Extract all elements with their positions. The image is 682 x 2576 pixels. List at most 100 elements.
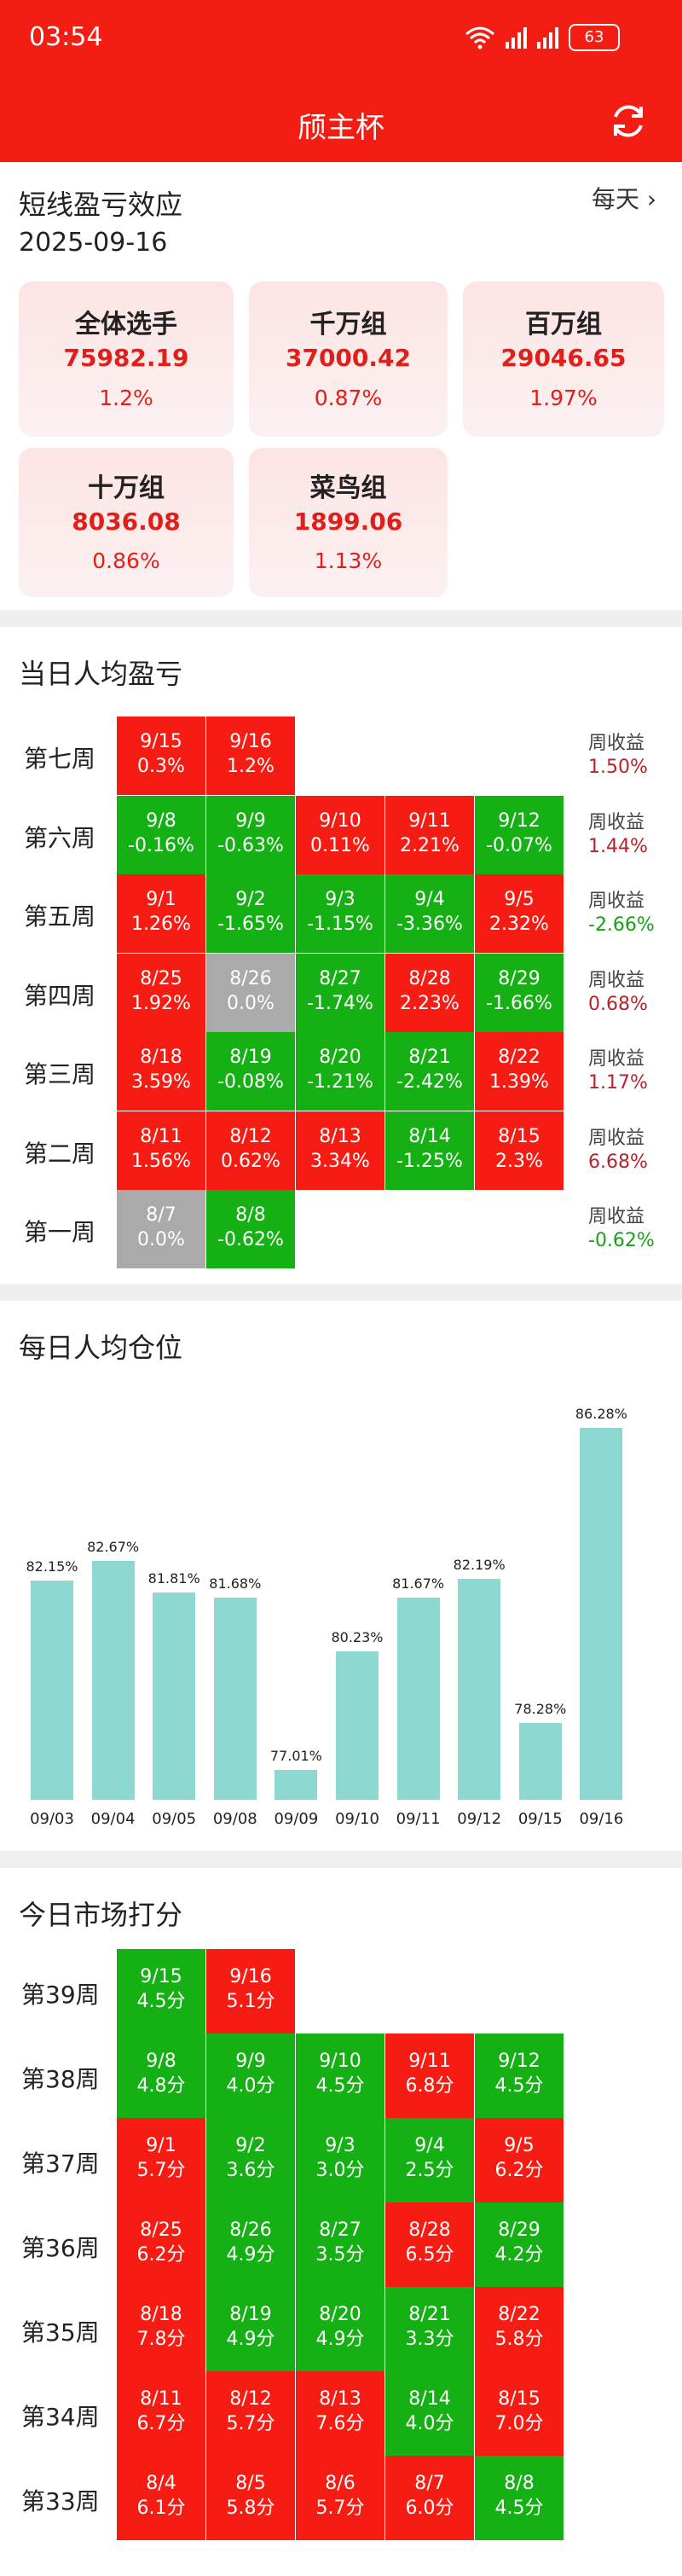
day-cell[interactable]: 8/14 -1.25%: [385, 1111, 474, 1190]
day-cell[interactable]: 8/12 0.62%: [206, 1111, 295, 1190]
score-cell[interactable]: 8/12 5.7分: [206, 2371, 295, 2456]
position-bar[interactable]: [518, 1723, 562, 1800]
day-cell[interactable]: 8/29 -1.66%: [475, 953, 564, 1032]
group-card-rookie[interactable]: 菜鸟组 1899.06 1.13%: [249, 448, 448, 597]
day-cell[interactable]: 8/15 2.3%: [475, 1111, 564, 1190]
score-cell[interactable]: 8/13 7.6分: [296, 2371, 384, 2456]
refresh-icon[interactable]: [607, 100, 650, 142]
day-cell[interactable]: 9/15 0.3%: [117, 717, 205, 795]
daily-pl-card: 当日人均盈亏 第七周 9/15 0.3% 9/16 1.2% 周收益 1.50% 第六周 9/8…: [0, 627, 682, 1284]
score-cell[interactable]: 9/2 3.6分: [206, 2118, 295, 2202]
score-cell[interactable]: 8/19 4.9分: [206, 2287, 295, 2371]
position-bar[interactable]: [31, 1580, 73, 1800]
score-cell[interactable]: 8/18 7.8分: [117, 2287, 205, 2371]
day-cell[interactable]: 9/10 0.11%: [296, 795, 384, 874]
period-selector[interactable]: 每天 ›: [592, 185, 657, 213]
score-cell[interactable]: 9/9 4.0分: [206, 2034, 295, 2118]
position-bar[interactable]: [396, 1598, 440, 1800]
day-cell[interactable]: 9/5 2.32%: [475, 874, 564, 953]
score-cell[interactable]: 9/8 4.8分: [117, 2034, 205, 2118]
day-cell[interactable]: 8/13 3.34%: [296, 1111, 384, 1190]
day-cell[interactable]: 8/22 1.39%: [475, 1032, 564, 1111]
score-cell[interactable]: 9/12 4.5分: [475, 2034, 564, 2118]
score-date: 9/3: [325, 2135, 355, 2156]
day-cell[interactable]: 8/8 -0.62%: [206, 1190, 295, 1268]
day-cell[interactable]: 9/1 1.26%: [117, 874, 205, 953]
score-cell[interactable]: 8/4 6.1分: [117, 2456, 205, 2540]
group-card-1m[interactable]: 百万组 29046.65 1.97%: [463, 281, 664, 437]
day-cell[interactable]: 8/25 1.92%: [117, 953, 205, 1032]
day-cell[interactable]: 9/4 -3.36%: [385, 874, 474, 953]
day-cell[interactable]: 9/11 2.21%: [385, 795, 474, 874]
score-cell[interactable]: 8/15 7.0分: [475, 2371, 564, 2456]
score-cell[interactable]: 8/26 4.9分: [206, 2202, 295, 2287]
score-cell[interactable]: 8/14 4.0分: [385, 2371, 474, 2456]
day-cell[interactable]: 8/21 -2.42%: [385, 1032, 474, 1111]
score-cell[interactable]: 8/5 5.8分: [206, 2456, 295, 2540]
week-label: 第四周: [24, 981, 96, 1010]
day-cell[interactable]: 9/3 -1.15%: [296, 874, 384, 953]
score-cell[interactable]: 8/6 5.7分: [296, 2456, 384, 2540]
position-bar[interactable]: [336, 1651, 379, 1800]
score-value: 4.9分: [226, 2329, 275, 2350]
score-date: 9/15: [140, 1966, 182, 1987]
week-label: 第38周: [21, 2065, 100, 2093]
group-value: 29046.65: [500, 344, 627, 372]
group-card-10m[interactable]: 千万组 37000.42 0.87%: [249, 281, 448, 437]
position-bar[interactable]: [91, 1561, 135, 1800]
score-cell[interactable]: 9/1 5.7分: [117, 2118, 205, 2202]
day-cell[interactable]: 8/20 -1.21%: [296, 1032, 384, 1111]
score-cell[interactable]: 8/25 6.2分: [117, 2202, 205, 2287]
score-cell[interactable]: 9/16 5.1分: [206, 1949, 295, 2034]
score-cell[interactable]: 8/7 6.0分: [385, 2456, 474, 2540]
score-date: 8/22: [498, 2304, 540, 2325]
day-cell[interactable]: 8/28 2.23%: [385, 953, 474, 1032]
score-cell[interactable]: 9/4 2.5分: [385, 2118, 474, 2202]
position-bar[interactable]: [275, 1769, 318, 1800]
day-cell[interactable]: 8/7 0.0%: [117, 1190, 205, 1268]
day-cell[interactable]: 9/16 1.2%: [206, 717, 295, 795]
score-date: 8/4: [146, 2473, 176, 2494]
score-cell[interactable]: 8/8 4.5分: [475, 2456, 564, 2540]
day-date: 8/21: [408, 1047, 451, 1068]
bar-value-label: 86.28%: [575, 1405, 627, 1422]
position-bar[interactable]: [458, 1578, 501, 1800]
week-label: 第34周: [21, 2403, 100, 2431]
day-cell[interactable]: 8/11 1.56%: [117, 1111, 205, 1190]
battery-icon: 63: [569, 24, 620, 51]
market-score-title: 今日市场打分: [19, 1899, 183, 1931]
day-date: 8/11: [140, 1125, 182, 1147]
score-cell[interactable]: 8/27 3.5分: [296, 2202, 384, 2287]
score-cell[interactable]: 8/22 5.8分: [475, 2287, 564, 2371]
group-card-all[interactable]: 全体选手 75982.19 1.2%: [19, 281, 234, 437]
day-cell[interactable]: 9/12 -0.07%: [475, 795, 564, 874]
position-bar[interactable]: [580, 1427, 623, 1800]
day-cell[interactable]: 8/26 0.0%: [206, 953, 295, 1032]
group-card-100k[interactable]: 十万组 8036.08 0.86%: [19, 448, 234, 597]
bar-date-label: 09/12: [457, 1810, 502, 1828]
day-cell[interactable]: 8/27 -1.74%: [296, 953, 384, 1032]
day-cell[interactable]: 9/8 -0.16%: [117, 795, 205, 874]
score-cell[interactable]: 8/21 3.3分: [385, 2287, 474, 2371]
week-label: 第二周: [24, 1139, 96, 1168]
day-date: 8/29: [498, 967, 540, 989]
score-cell[interactable]: 8/20 4.9分: [296, 2287, 384, 2371]
score-cell[interactable]: 8/11 6.7分: [117, 2371, 205, 2456]
wifi-icon: [465, 26, 494, 49]
score-cell[interactable]: 9/3 3.0分: [296, 2118, 384, 2202]
score-cell[interactable]: 9/11 6.8分: [385, 2034, 474, 2118]
position-bar[interactable]: [213, 1597, 257, 1800]
score-cell[interactable]: 8/29 4.2分: [475, 2202, 564, 2287]
day-date: 8/20: [319, 1047, 361, 1068]
score-cell[interactable]: 8/28 6.5分: [385, 2202, 474, 2287]
score-cell[interactable]: 9/5 6.2分: [475, 2118, 564, 2202]
score-cell[interactable]: 9/10 4.5分: [296, 2034, 384, 2118]
day-cell[interactable]: 9/2 -1.65%: [206, 874, 295, 953]
day-cell[interactable]: 9/9 -0.63%: [206, 795, 295, 874]
day-date: 9/1: [146, 889, 176, 910]
position-bar[interactable]: [153, 1593, 196, 1800]
day-cell[interactable]: 8/18 3.59%: [117, 1032, 205, 1111]
score-cell[interactable]: 9/15 4.5分: [117, 1949, 205, 2034]
day-cell[interactable]: 8/19 -0.08%: [206, 1032, 295, 1111]
score-value: 4.5分: [136, 1991, 186, 2012]
